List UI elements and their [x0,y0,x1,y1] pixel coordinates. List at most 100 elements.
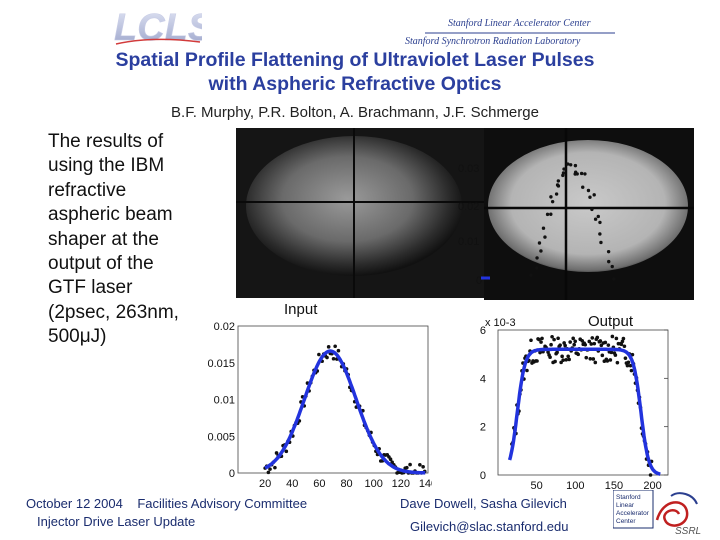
data-point [621,336,626,341]
slide-title: Spatial Profile Flattening of Ultraviole… [0,48,710,96]
data-point [558,343,562,347]
header-rule [425,32,615,34]
body-line: aspheric beam [48,204,173,226]
data-point [336,348,341,353]
data-point [529,338,533,343]
data-point [274,451,279,455]
data-point [550,334,554,339]
x-tick-label: 80 [340,478,352,490]
footer-date: October 12 2004 [26,496,123,511]
data-point [325,355,329,360]
data-point [591,357,596,361]
body-line: (2psec, 263nm, [48,301,179,323]
x-tick-label: 120 [392,478,410,490]
overlay-dot [610,264,614,269]
overlay-dot [593,217,598,221]
image-tick-label: 0.01 [458,236,479,248]
data-point [546,350,550,354]
overlay-dot [554,192,559,196]
data-point [600,353,605,358]
fit-curve [264,349,426,475]
data-point [584,355,589,360]
x-tick-label: 100 [365,478,383,490]
data-point [405,465,409,470]
data-point [566,354,570,359]
body-line: 500μJ) [48,326,107,348]
overlay-dot [612,277,616,281]
data-point [614,336,619,341]
overlay-dot [535,256,539,260]
data-point [268,467,272,471]
x-tick-label: 50 [531,480,543,492]
data-point [606,343,611,347]
overlay-dot [590,207,594,212]
data-point [590,336,595,340]
y-tick-label: 0 [480,470,486,482]
overlay-dot [561,171,566,175]
y-tick-label: 0.01 [214,395,235,407]
body-line: output of the [48,253,154,275]
body-line: shaper at the [48,228,159,250]
title-line-2: with Aspheric Refractive Optics [208,73,502,95]
data-point [629,368,634,373]
data-point [625,363,630,368]
y-tick-label: 0.02 [214,321,235,333]
overlay-dot [599,240,603,245]
body-line: GTF laser [48,277,133,299]
badge-line: Stanford [616,494,641,501]
footer-date-event: October 12 2004 Facilities Advisory Comm… [26,496,307,511]
overlay-dot [596,214,600,219]
data-point [593,360,598,365]
y-tick-label: 2 [480,422,486,434]
input-profile-chart: Input 0.02 0.015 0.01 0.005 0 20 40 60 80 100 120 1… [207,301,432,490]
ssrl-badge: Stanford Linear Accelerator Center SSRL [613,490,701,537]
overlay-dot [549,195,553,199]
data-point [421,464,425,469]
overlay-dot [579,171,584,176]
footer-subtitle: Injector Drive Laser Update [37,514,196,529]
overlay-dot [545,212,550,217]
data-point [331,356,336,361]
data-point [548,355,552,360]
data-point [623,356,628,360]
overlay-dot [566,162,570,166]
x-tick-label: 150 [605,480,623,492]
data-point [539,340,543,344]
slac-name: Stanford Linear Accelerator Center [448,18,591,29]
data-point [555,350,559,355]
title-line-1: Spatial Profile Flattening of Ultraviole… [115,49,595,71]
data-point [572,342,576,347]
data-point [549,342,553,347]
data-point [588,356,593,361]
image-tick-label: 0.02 [458,201,479,213]
y-multiplier: x 10-3 [485,317,516,329]
footer-event: Facilities Advisory Committee [137,496,308,511]
image-tick-label: 0.03 [458,163,479,175]
overlay-dot [598,232,602,236]
fit-curve [507,347,661,476]
data-point [333,344,337,349]
y-tick-label: 6 [480,325,486,337]
y-tick-label: 0.015 [207,358,235,370]
plot-frame [497,329,669,476]
data-point [535,359,539,363]
data-point [626,360,631,365]
data-point [563,343,567,348]
data-point [388,457,393,462]
data-point [317,352,321,357]
footer-email: Gilevich@slac.stanford.edu [410,519,569,534]
overlay-dot [539,249,543,253]
data-point [576,352,581,357]
data-point [587,339,592,344]
data-point [556,336,560,341]
body-line: using the IBM [48,155,165,177]
data-point [273,465,277,470]
y-tick-label: 0 [229,468,235,480]
data-point [564,358,568,362]
overlay-dot [607,259,611,264]
x-tick-label: 200 [643,480,661,492]
output-label: Output [588,313,634,330]
overlay-dot [588,195,592,199]
data-point [525,368,529,373]
